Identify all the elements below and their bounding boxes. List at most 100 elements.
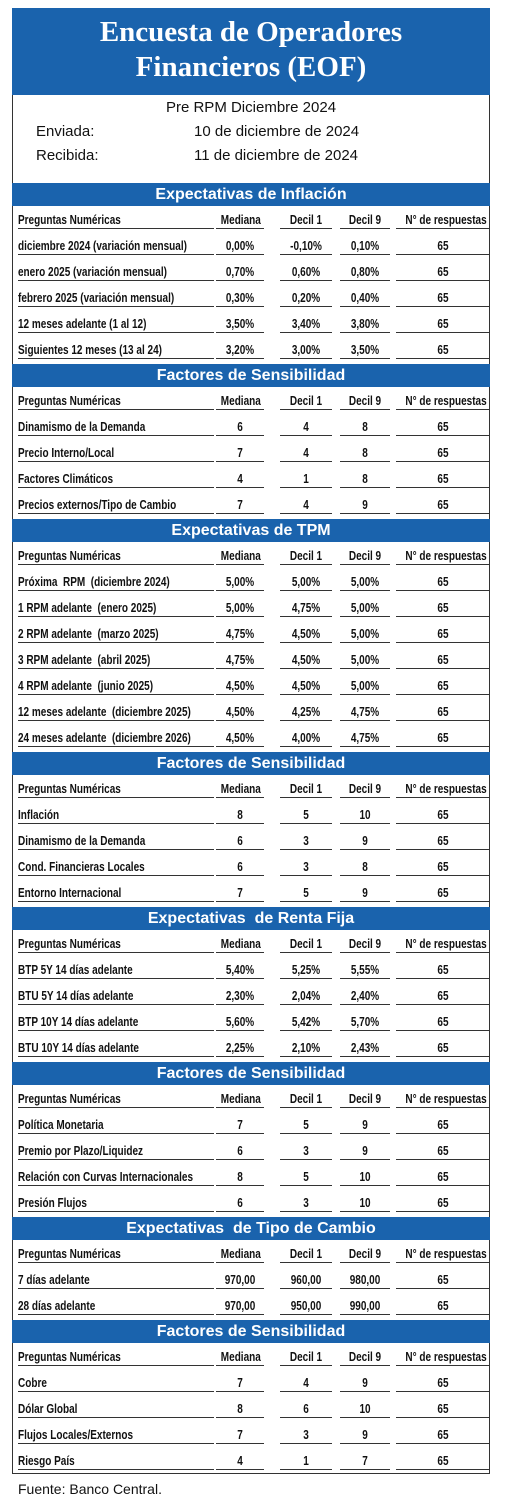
table-cell: 3,50%: [350, 343, 380, 357]
cell-underline: [340, 1159, 390, 1160]
cell-underline: [216, 746, 264, 747]
column-header: Preguntas Numéricas: [18, 1350, 121, 1364]
cell-underline: [396, 1417, 490, 1418]
table-cell: 4,75%: [350, 731, 380, 745]
cell-underline: [280, 1030, 332, 1031]
cell-underline: [340, 694, 390, 695]
cell-underline: [216, 1159, 264, 1160]
table-cell: 65: [437, 265, 449, 279]
column-header: N° de respuestas: [405, 549, 487, 563]
table-cell: 65: [437, 886, 449, 900]
table-cell: 5,00%: [225, 601, 255, 615]
cell-underline: [340, 1056, 390, 1057]
cell-underline: [18, 1004, 214, 1005]
table-cell: 65: [437, 446, 449, 460]
cell-underline: [216, 254, 264, 255]
table-cell: 4,50%: [291, 627, 321, 641]
table-cell: 7: [237, 446, 243, 460]
table-cell: Inflación: [18, 808, 60, 822]
table-cell: 7: [237, 1118, 243, 1132]
cell-underline: [340, 254, 390, 255]
column-header: Preguntas Numéricas: [18, 213, 121, 227]
cell-underline: [18, 668, 214, 669]
section-title: Factores de Sensibilidad: [12, 364, 490, 387]
table-cell: 0,70%: [225, 265, 255, 279]
cell-underline: [216, 823, 264, 824]
column-header: Decil 9: [348, 549, 382, 563]
table-cell: 0,10%: [350, 239, 380, 253]
table-cell: 4,75%: [225, 627, 255, 641]
table-cell: 65: [437, 575, 449, 589]
cell-underline: [18, 1211, 214, 1212]
cell-underline: [280, 668, 332, 669]
cell-underline: [216, 590, 264, 591]
table-cell: 4 RPM adelante (junio 2025): [18, 679, 154, 693]
table-cell: 10: [359, 1402, 371, 1416]
cell-underline: [280, 1365, 332, 1366]
column-header: Decil 9: [348, 394, 382, 408]
cell-underline: [340, 1030, 390, 1031]
cell-underline: [280, 435, 332, 436]
table-cell: 4: [237, 1454, 243, 1468]
table-cell: 7: [237, 1428, 243, 1442]
table-cell: diciembre 2024 (variación mensual): [18, 239, 187, 253]
table-cell: Flujos Locales/Externos: [18, 1428, 134, 1442]
table-cell: 4: [237, 472, 243, 486]
table-cell: 65: [437, 963, 449, 977]
table-cell: 3 RPM adelante (abril 2025): [18, 653, 151, 667]
cell-underline: [340, 1288, 390, 1289]
table-cell: BTP 5Y 14 días adelante: [18, 963, 133, 977]
table-cell: 65: [437, 291, 449, 305]
column-header: Decil 1: [289, 937, 323, 951]
cell-underline: [396, 797, 490, 798]
cell-underline: [280, 1469, 332, 1470]
cell-underline: [216, 228, 264, 229]
cell-underline: [396, 358, 490, 359]
table-cell: 960,00: [290, 1273, 322, 1287]
cell-underline: [396, 1185, 490, 1186]
column-header: N° de respuestas: [405, 394, 487, 408]
cell-underline: [340, 487, 390, 488]
table-cell: 65: [437, 498, 449, 512]
cell-underline: [18, 1391, 214, 1392]
table-cell: 6: [303, 1402, 309, 1416]
cell-underline: [216, 668, 264, 669]
cell-underline: [396, 1211, 490, 1212]
column-header: Decil 1: [289, 213, 323, 227]
cell-underline: [18, 254, 214, 255]
cell-underline: [280, 694, 332, 695]
table-cell: 4,25%: [291, 705, 321, 719]
table-cell: 5,25%: [291, 963, 321, 977]
table-cell: 4,75%: [291, 601, 321, 615]
column-header: N° de respuestas: [405, 1092, 487, 1106]
cell-underline: [340, 849, 390, 850]
cell-underline: [340, 1107, 390, 1108]
table-cell: 12 meses adelante (1 al 12): [18, 317, 147, 331]
table-cell: 5,55%: [350, 963, 380, 977]
cell-underline: [396, 1365, 490, 1366]
cell-underline: [18, 849, 214, 850]
cell-underline: [280, 332, 332, 333]
cell-underline: [18, 1159, 214, 1160]
table-cell: 2,10%: [291, 1041, 321, 1055]
table-cell: 4,75%: [350, 705, 380, 719]
cell-underline: [216, 1262, 264, 1263]
sent-label: Enviada:: [36, 123, 95, 140]
cell-underline: [216, 1469, 264, 1470]
cell-underline: [280, 875, 332, 876]
table-cell: 4: [303, 420, 309, 434]
table-cell: 65: [437, 1402, 449, 1416]
cell-underline: [18, 797, 214, 798]
table-cell: Premio por Plazo/Liquidez: [18, 1144, 144, 1158]
table-cell: 1: [303, 472, 309, 486]
cell-underline: [216, 1314, 264, 1315]
cell-underline: [280, 564, 332, 565]
cell-underline: [18, 409, 214, 410]
table-cell: 0,80%: [350, 265, 380, 279]
table-cell: 8: [362, 860, 368, 874]
cell-underline: [280, 1133, 332, 1134]
cell-underline: [216, 849, 264, 850]
cell-underline: [340, 1417, 390, 1418]
cell-underline: [396, 228, 490, 229]
cell-underline: [396, 1056, 490, 1057]
